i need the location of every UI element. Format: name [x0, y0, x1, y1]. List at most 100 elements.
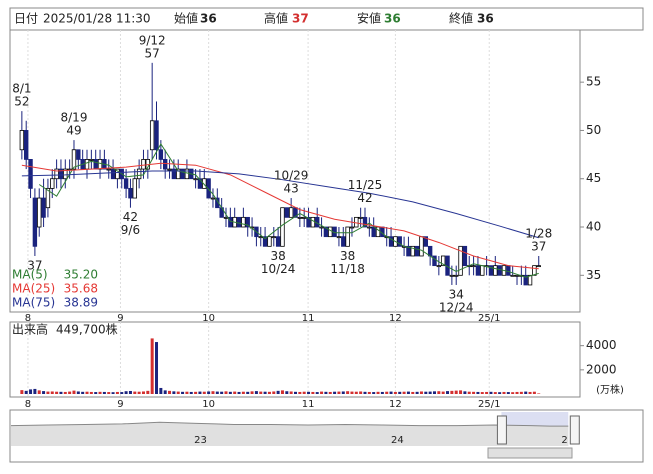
volume-bar: [163, 390, 167, 394]
candle-body: [228, 216, 233, 228]
candle-body: [106, 168, 111, 171]
header-open: 36: [200, 12, 217, 26]
candle-body: [71, 149, 77, 170]
volume-bar: [380, 391, 384, 394]
candle-body: [171, 168, 177, 180]
y-tick-label: 50: [586, 123, 601, 137]
y-tick-label: 45: [586, 171, 601, 185]
volume-bar: [511, 392, 515, 394]
candle-body: [436, 265, 442, 268]
volume-bar: [402, 391, 406, 394]
volume-bar: [233, 391, 237, 394]
candle-body: [410, 245, 415, 257]
volume-bar: [280, 390, 284, 394]
volume-bar: [72, 390, 76, 394]
header-high-label: 高値: [264, 11, 288, 26]
x-tick-label: 9: [117, 399, 123, 410]
navigator-label: 2: [561, 435, 567, 446]
candle-body: [202, 178, 207, 189]
candle-body: [497, 265, 502, 276]
volume-bar: [506, 392, 510, 394]
candle-body: [367, 226, 372, 229]
header-low: 36: [384, 12, 401, 26]
navigator-scrollbar: [487, 447, 573, 459]
candle-body: [267, 236, 272, 247]
volume-bar: [241, 391, 245, 394]
volume-bar: [115, 391, 119, 394]
candle-body: [115, 168, 120, 180]
volume-bar: [389, 391, 393, 394]
volume-bar: [124, 391, 128, 394]
header-close-label: 終値: [449, 11, 473, 26]
candle-body: [523, 274, 528, 286]
candle-body: [149, 120, 155, 151]
volume-bar: [237, 391, 241, 394]
candle-body: [41, 197, 46, 218]
volume-bar: [467, 391, 471, 394]
candle-body: [310, 216, 316, 228]
candle-body: [328, 226, 333, 238]
candle-body: [506, 265, 511, 276]
volume-bar: [320, 391, 324, 394]
candle-body: [341, 236, 346, 247]
candle-body: [423, 236, 429, 247]
volume-bar: [437, 391, 441, 394]
candle-body: [63, 168, 68, 180]
y-tick-label: 35: [586, 268, 601, 282]
volume-bar: [502, 391, 506, 394]
volume-bar: [294, 391, 297, 394]
volume-bar: [181, 391, 185, 394]
volume-bar: [432, 391, 436, 394]
candle-body: [510, 274, 515, 277]
annotation-date: 11/25: [348, 178, 383, 192]
volume-bar: [198, 391, 202, 394]
candle-body: [532, 265, 537, 276]
volume-bar: [311, 391, 315, 394]
navigator-handle[interactable]: [496, 415, 507, 445]
volume-bar: [354, 391, 358, 394]
volume-bar: [146, 390, 150, 394]
volume-bar: [289, 391, 293, 394]
annotation-value: 42: [357, 191, 372, 205]
navigator-area: [11, 422, 569, 446]
header-close: 36: [477, 12, 494, 26]
annotation-date: 8/1: [12, 82, 31, 96]
candle-body: [89, 159, 94, 161]
candle-body: [475, 265, 481, 276]
annotation-value: 57: [145, 46, 160, 60]
legend-name: MA(25): [12, 282, 55, 296]
candle-body: [236, 216, 242, 228]
candle-body: [297, 216, 303, 219]
candle-body: [397, 236, 402, 247]
x-tick-label: 10: [202, 399, 215, 410]
candle-body: [206, 178, 211, 199]
candle-body: [458, 245, 463, 276]
volume-bar: [194, 391, 198, 394]
volume-bar: [150, 338, 154, 394]
candle-body: [440, 255, 446, 267]
volume-bar: [372, 392, 376, 394]
navigator-label: 24: [391, 435, 404, 446]
header-open-label: 始値: [174, 11, 198, 26]
volume-bar: [411, 391, 415, 394]
candle-body: [262, 236, 268, 247]
volume-label: 出来高: [12, 322, 48, 337]
volume-bar: [472, 391, 476, 394]
candle-body: [336, 236, 342, 239]
annotation-value: 37: [531, 239, 546, 253]
volume-bar: [528, 391, 532, 394]
candle-body: [284, 207, 290, 218]
candle-body: [414, 245, 420, 257]
navigator-handle[interactable]: [569, 415, 580, 445]
legend-value: 35.68: [64, 282, 98, 296]
x-tick-label: 9: [117, 313, 123, 324]
volume-bar: [333, 391, 337, 394]
x-tick-label: 12: [389, 313, 402, 324]
volume-bar: [94, 392, 98, 394]
volume-bar: [415, 391, 419, 394]
annotation-value: 43: [284, 182, 299, 196]
volume-bar: [276, 390, 280, 394]
x-tick-label: 11: [302, 399, 315, 410]
volume-bar: [498, 392, 502, 394]
volume-bar: [272, 391, 276, 394]
